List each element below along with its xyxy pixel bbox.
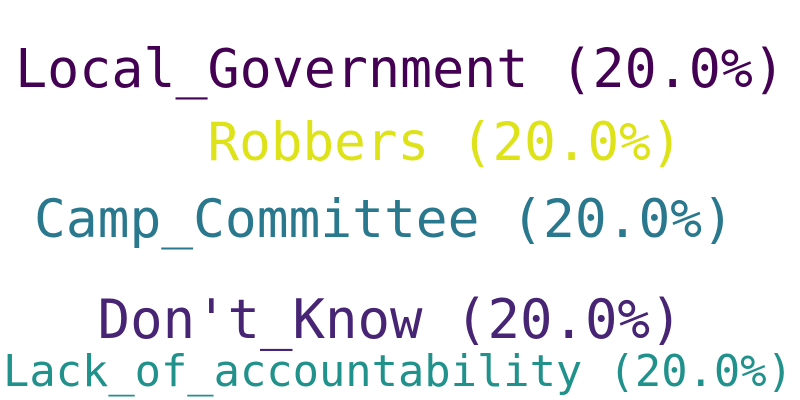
word-robbers: Robbers (20.0%)	[207, 111, 683, 173]
word-camp-committee: Camp_Committee (20.0%)	[34, 188, 734, 250]
word-dont-know: Don't_Know (20.0%)	[97, 288, 683, 351]
word-local-government: Local_Government (20.0%)	[15, 38, 785, 101]
word-lack-of-accountability: Lack_of_accountability (20.0%)	[3, 346, 793, 398]
